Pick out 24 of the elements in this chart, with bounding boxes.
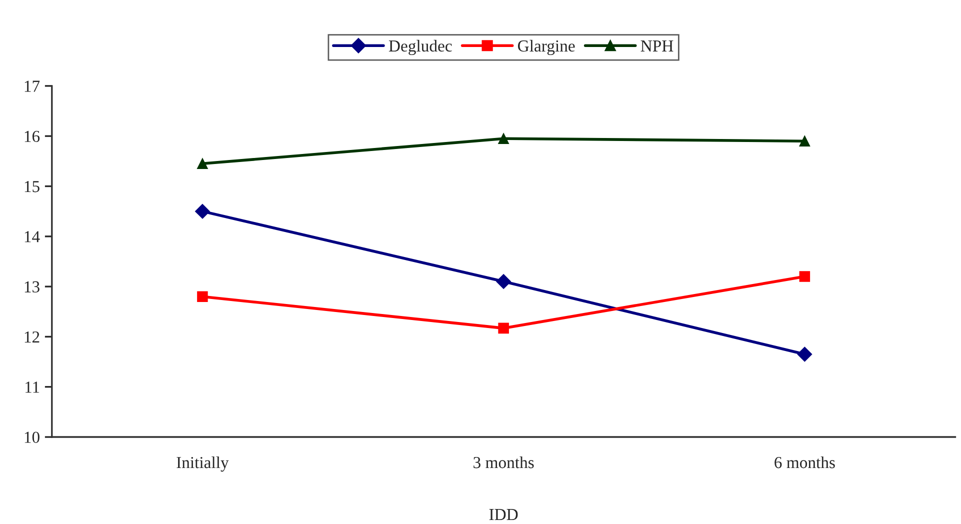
point — [498, 322, 509, 334]
point — [496, 274, 511, 289]
point — [799, 271, 810, 282]
point — [498, 133, 509, 144]
y-tick-label: 15 — [24, 181, 40, 192]
y-tick-label: 13 — [24, 281, 40, 292]
x-tick-label: 3 months — [474, 456, 534, 468]
y-tick-label: 16 — [24, 130, 40, 142]
legend-label: NPH — [640, 40, 674, 52]
point — [197, 158, 208, 170]
y-tick-label: 10 — [24, 432, 40, 443]
y-tick-label: 11 — [26, 382, 40, 393]
x-tick-label: 6 months — [774, 456, 835, 468]
legend-label: Glargine — [518, 40, 575, 56]
point — [195, 204, 210, 219]
y-tick-label: 12 — [24, 331, 40, 342]
y-tick-label: 17 — [24, 80, 40, 92]
legend-label: Degludec — [388, 40, 452, 56]
x-tick-label: Initially — [176, 456, 229, 472]
point — [799, 136, 810, 146]
y-tick-label: 14 — [24, 231, 40, 242]
point — [797, 346, 812, 362]
point — [197, 291, 208, 302]
x-axis-title: IDD — [489, 509, 518, 520]
